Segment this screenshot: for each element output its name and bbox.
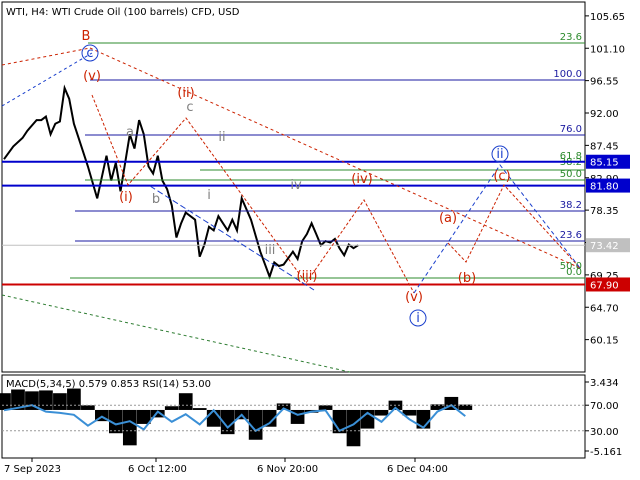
wave-label-grey: b: [152, 192, 160, 207]
price-series-line: [3, 84, 359, 280]
wave-path-red: [91, 94, 415, 294]
macd-histogram-bar: [206, 409, 221, 427]
y-tick-label: 60.15: [590, 336, 619, 347]
wave-label-circle-blue: [409, 309, 427, 327]
analysis-overlays: 23.6100.076.061.850.038.223.60.038.250.0…: [1, 29, 585, 373]
macd-histogram-bar: [248, 409, 263, 440]
channel-line-blue-upper: [1, 52, 93, 107]
blue-level-price-label: 85.15: [590, 158, 619, 169]
macd-histogram-bar: [318, 405, 333, 410]
wave-label-grey: c: [186, 100, 193, 115]
indicator-tick-label: 3.434: [590, 378, 619, 389]
wave-label-blue: i: [416, 311, 420, 326]
wave-label-red: (ii): [177, 86, 194, 101]
macd-histogram-bar: [402, 409, 417, 416]
wave-label-blue: c: [86, 46, 93, 61]
wave-label-red: (v): [405, 290, 423, 305]
chart-title: WTI, H4: WTI Crude Oil (100 barrels) CFD…: [6, 7, 240, 18]
fib-level-label: 100.0: [553, 69, 582, 80]
fib-level-label: 50.0: [560, 169, 582, 180]
wave-label-grey: i: [207, 188, 211, 203]
indicator-tick-label: -5.161: [590, 447, 622, 458]
wave-label-red: (a): [439, 211, 457, 226]
projection-path-blue: [413, 164, 581, 294]
y-tick-label: 96.55: [590, 77, 619, 88]
x-tick-label: 7 Sep 2023: [4, 464, 61, 475]
indicator-frame: [1, 374, 586, 459]
indicator-tick-label: 70.00: [590, 401, 619, 412]
wave-label-blue: ii: [496, 147, 503, 162]
macd-histogram-bar: [150, 409, 165, 418]
wave-label-red: (iv): [351, 172, 372, 187]
wave-label-red: (i): [119, 190, 133, 205]
macd-histogram-bar: [108, 409, 123, 434]
indicator-title: MACD(5,34,5) 0.579 0.853 RSI(14) 53.00: [6, 379, 211, 390]
wave-label-red: (c): [493, 169, 510, 184]
macd-histogram-bar: [53, 393, 67, 410]
wave-label-circle-blue: [81, 44, 99, 62]
wave-label-red: (b): [458, 271, 476, 286]
y-tick-label: 105.65: [590, 12, 625, 23]
current-price-label: 73.42: [590, 241, 619, 252]
macd-histogram-bar: [67, 388, 81, 410]
y-tick-label: 92.00: [590, 109, 619, 120]
x-tick-label: 6 Dec 04:00: [387, 464, 448, 475]
macd-histogram-bar: [220, 409, 235, 435]
y-tick-label: 64.70: [590, 303, 619, 314]
trend-line-blue: [149, 185, 315, 291]
wave-label-grey: ii: [218, 130, 225, 145]
macd-histogram-bar: [262, 409, 277, 427]
projection-path-red: [447, 184, 581, 269]
macd-histogram-bar: [346, 409, 361, 447]
fib-level-label: 0.0: [566, 267, 582, 278]
fib-level-label: 76.0: [560, 124, 582, 135]
macd-histogram-bar: [39, 390, 53, 410]
x-tick-label: 6 Oct 12:00: [128, 464, 187, 475]
macd-histogram-bar: [136, 409, 151, 424]
channel-line-green-lower: [1, 294, 351, 373]
macd-histogram-bar: [81, 405, 95, 410]
support-price-box: [586, 277, 630, 292]
wave-label-red: B: [82, 29, 91, 44]
wave-label-grey: a: [126, 125, 134, 140]
blue-level-price-box: [586, 178, 630, 193]
wave-label-grey: iv: [290, 178, 302, 193]
wave-label-grey: iii: [265, 243, 276, 258]
macd-histogram-bar: [374, 409, 389, 416]
price-axis: 105.65101.1096.5592.0087.4582.9078.3573.…: [585, 12, 630, 347]
main-chart-frame: [1, 1, 586, 373]
indicator-plot: 3.434 70.00 30.00 -5.161: [0, 378, 622, 458]
y-tick-label: 78.35: [590, 206, 619, 217]
x-tick-label: 6 Nov 20:00: [257, 464, 318, 475]
macd-histogram-bar: [192, 408, 207, 410]
support-price-label: 67.90: [590, 280, 619, 291]
rsi-line: [3, 404, 466, 433]
channel-line-red-upper: [1, 47, 91, 66]
macd-histogram-bar: [0, 393, 11, 410]
macd-histogram-bar: [178, 393, 193, 410]
main-plot: [3, 84, 359, 280]
fib-level-label: 23.6: [560, 32, 582, 43]
y-tick-label: 87.45: [590, 141, 619, 152]
fib-level-label: 23.6: [560, 230, 582, 241]
blue-level-price-box: [586, 154, 630, 169]
current-price-box: [586, 238, 630, 253]
wave-label-red: (iii): [297, 269, 318, 284]
time-axis: 7 Sep 2023 6 Oct 12:00 6 Nov 20:00 6 Dec 04…: [4, 458, 448, 475]
wave-label-red: (v): [83, 69, 101, 84]
macd-histogram-bar: [430, 404, 445, 410]
fib-level-label-secondary: 50.0: [560, 261, 582, 272]
macd-histogram-bar: [122, 409, 137, 446]
blue-level-price-label: 81.80: [590, 182, 619, 193]
macd-histogram-bar: [164, 406, 179, 410]
fib-level-label: 38.2: [560, 200, 582, 211]
macd-histogram-bar: [458, 404, 473, 410]
y-tick-label: 101.10: [590, 44, 625, 55]
fib-level-label: 61.8: [560, 151, 582, 162]
indicator-tick-label: 30.00: [590, 427, 619, 438]
y-tick-label: 69.25: [590, 271, 619, 282]
wave-label-circle-blue: [491, 145, 509, 163]
macd-histogram-bar: [276, 403, 291, 410]
